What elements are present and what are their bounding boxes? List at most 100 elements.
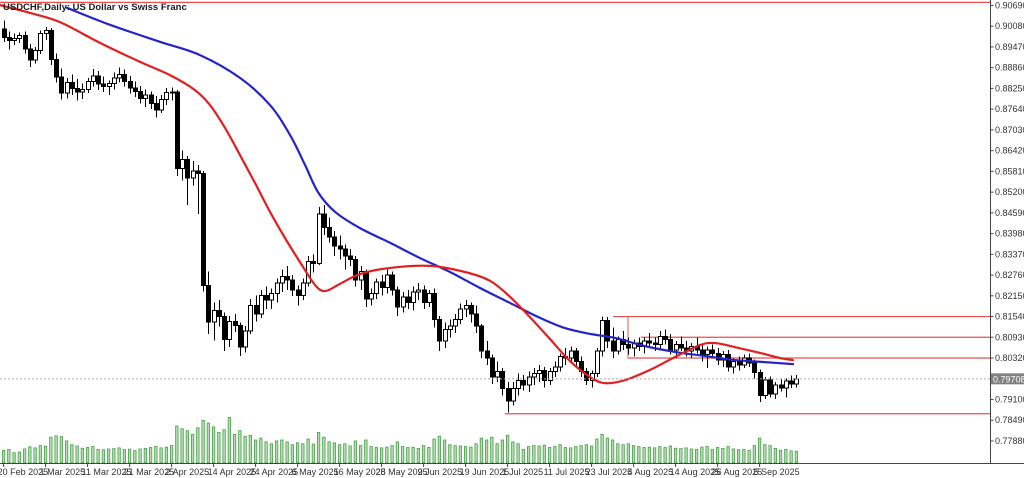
bear-candle xyxy=(128,80,133,89)
ma-slow-blue xyxy=(65,6,795,366)
time-tick-label: 14 Aug 2025 xyxy=(670,467,721,477)
volume-bar xyxy=(301,443,305,463)
volume-bar xyxy=(605,437,609,463)
volume-bar xyxy=(716,447,720,463)
volume-bar xyxy=(474,443,478,463)
volume-bar xyxy=(558,444,562,463)
volume-bar xyxy=(421,445,426,463)
bear-candle xyxy=(101,83,106,88)
volume-bar xyxy=(600,433,604,463)
volume-bar xyxy=(416,448,420,463)
volume-bar xyxy=(169,445,174,463)
bear-candle xyxy=(574,350,579,362)
volume-bar xyxy=(579,445,583,463)
bull-candle xyxy=(427,292,432,303)
volume-bar xyxy=(232,433,237,463)
bull-candle xyxy=(107,82,112,88)
bear-candle xyxy=(626,343,631,349)
volume-bar xyxy=(201,419,205,463)
volume-bar xyxy=(390,445,394,463)
volume-bar xyxy=(784,448,788,463)
volume-bar xyxy=(411,446,415,463)
bear-candle xyxy=(343,248,348,257)
volume-bar xyxy=(332,442,336,463)
bear-candle xyxy=(338,245,343,250)
volume-bar xyxy=(637,446,641,463)
bear-candle xyxy=(138,90,143,99)
volume-bar xyxy=(453,445,457,463)
bull-candle xyxy=(532,373,537,378)
volume-bar xyxy=(705,446,709,463)
bull-candle xyxy=(33,50,38,61)
volume-bar xyxy=(311,443,315,463)
volume-bar xyxy=(495,443,499,463)
bear-candle xyxy=(469,305,474,315)
volume-bar xyxy=(658,446,662,463)
bear-candle xyxy=(506,388,511,402)
bull-candle xyxy=(280,275,285,284)
volume-bar xyxy=(117,447,121,463)
volume-bar xyxy=(295,442,300,463)
time-tick-label: 5 Sep 2025 xyxy=(754,467,800,477)
volume-bar xyxy=(569,447,573,463)
volume-bar xyxy=(463,446,468,463)
volume-bar xyxy=(779,449,783,463)
volume-bar xyxy=(710,448,714,463)
time-tick-label: 14 Apr 2025 xyxy=(208,467,257,477)
volume-bar xyxy=(773,448,777,463)
volume-bar xyxy=(584,444,588,463)
time-tick-label: 28 May 2025 xyxy=(376,467,428,477)
volume-bar xyxy=(632,445,636,463)
volume-bar xyxy=(175,425,179,463)
volume-bar xyxy=(611,439,615,463)
bear-candle xyxy=(254,305,259,315)
bull-candle xyxy=(674,343,679,351)
bear-candle xyxy=(710,349,715,354)
bear-candle xyxy=(59,76,64,94)
moving-average-lines xyxy=(0,3,795,385)
volume-bar xyxy=(642,447,646,463)
bull-candle xyxy=(17,34,22,39)
bear-candle xyxy=(332,236,337,247)
bull-candle xyxy=(784,380,789,389)
bull-candle xyxy=(458,308,463,320)
bull-candle xyxy=(159,99,164,111)
bear-candle xyxy=(663,335,668,341)
volume-bar xyxy=(448,444,452,463)
volume-bar xyxy=(264,441,268,463)
bull-candle xyxy=(705,349,710,356)
bear-candle xyxy=(2,28,7,38)
bull-candle xyxy=(91,75,96,82)
volume-bar xyxy=(196,427,200,463)
volume-bar xyxy=(406,447,410,463)
bear-candle xyxy=(7,36,12,41)
volume-bar xyxy=(227,417,231,463)
volume-bar xyxy=(763,444,767,463)
bull-candle xyxy=(369,292,374,300)
bull-candle xyxy=(275,282,280,294)
bear-candle xyxy=(296,289,301,296)
volume-bar xyxy=(626,443,630,463)
bull-candle xyxy=(248,305,253,332)
volume-bar xyxy=(647,446,651,463)
bull-candle xyxy=(269,292,274,301)
bear-candle xyxy=(474,313,479,327)
volume-bar xyxy=(28,446,32,463)
bull-candle xyxy=(595,350,600,375)
volume-bar xyxy=(427,447,431,463)
volume-bar xyxy=(689,448,693,463)
bear-candle xyxy=(290,279,295,291)
bear-candle xyxy=(779,384,784,389)
bull-candle xyxy=(616,339,621,352)
bull-candle xyxy=(448,325,453,330)
bear-candle xyxy=(238,324,243,348)
bear-candle xyxy=(737,360,742,366)
bull-candle xyxy=(385,274,390,288)
